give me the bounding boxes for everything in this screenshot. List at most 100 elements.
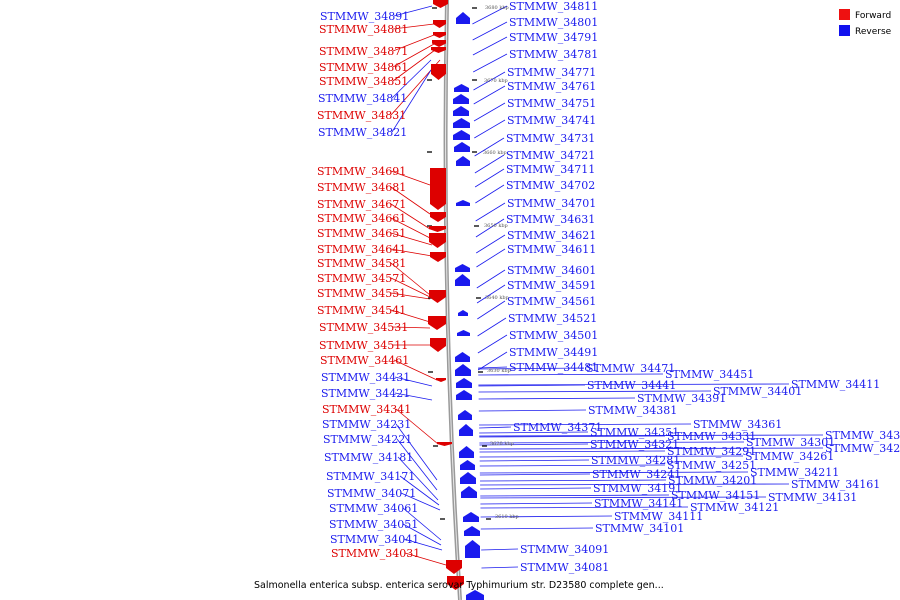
forward-gene: [447, 576, 464, 590]
leader-line: [395, 408, 439, 445]
reverse-label-stmmw-34721: STMMW_34721: [506, 149, 595, 162]
reverse-gene: [458, 310, 468, 316]
leader-line: [390, 232, 433, 246]
leader-line: [392, 326, 431, 329]
leader-line: [476, 234, 506, 254]
leader-line: [390, 309, 431, 323]
reverse-label-stmmw-34271: STMMW_34271: [825, 442, 900, 455]
forward-gene: [431, 47, 446, 53]
reverse-label-stmmw-34801: STMMW_34801: [509, 16, 598, 29]
leader-line: [479, 441, 745, 444]
reverse-gene: [457, 330, 470, 336]
reverse-gene: [465, 540, 480, 558]
reverse-gene: [453, 94, 469, 104]
reverse-label-stmmw-34071: STMMW_34071: [327, 487, 416, 500]
reverse-label-stmmw-34711: STMMW_34711: [506, 163, 595, 176]
forward-label-stmmw-34661: STMMW_34661: [317, 212, 406, 225]
reverse-label-stmmw-34141: STMMW_34141: [594, 497, 683, 510]
scale-label: 3660 kbp: [483, 150, 507, 156]
reverse-label-stmmw-34251: STMMW_34251: [667, 459, 756, 472]
reverse-label-stmmw-34351: STMMW_34351: [590, 426, 679, 439]
leader-line: [390, 217, 431, 239]
reverse-label-stmmw-34441: STMMW_34441: [587, 379, 676, 392]
reverse-label-stmmw-34161: STMMW_34161: [791, 478, 880, 491]
leader-line: [480, 479, 667, 482]
leader-line: [480, 494, 670, 497]
reverse-gene: [459, 424, 473, 436]
leader-line: [478, 383, 790, 386]
forward-gene: [429, 226, 446, 232]
forward-gene: [429, 233, 446, 248]
forward-gene: [428, 316, 446, 330]
reverse-label-stmmw-34381: STMMW_34381: [588, 404, 677, 417]
leader-line: [473, 53, 508, 73]
forward-gene: [446, 560, 462, 574]
genome-caption: Salmonella enterica subsp. enterica sero…: [254, 580, 664, 591]
leader-line: [392, 34, 435, 52]
leader-line: [472, 5, 508, 25]
forward-gene: [430, 338, 446, 352]
reverse-label-stmmw-34181: STMMW_34181: [324, 451, 413, 464]
forward-label-stmmw-34511: STMMW_34511: [319, 339, 408, 352]
leader-line: [390, 262, 431, 296]
reverse-label-stmmw-34561: STMMW_34561: [507, 295, 596, 308]
leader-line: [474, 168, 505, 188]
reverse-label-stmmw-34481: STMMW_34481: [509, 361, 598, 374]
reverse-gene: [456, 200, 470, 206]
reverse-label-stmmw-34131: STMMW_34131: [768, 491, 857, 504]
reverse-label-stmmw-34391: STMMW_34391: [637, 392, 726, 405]
forward-gene: [430, 168, 446, 210]
reverse-gene: [453, 130, 470, 140]
reverse-label-stmmw-34501: STMMW_34501: [509, 329, 598, 342]
reverse-gene: [455, 364, 471, 376]
leader-line: [480, 515, 613, 518]
reverse-label-stmmw-34421: STMMW_34421: [321, 387, 410, 400]
leader-line: [390, 170, 431, 186]
leader-line: [390, 186, 431, 215]
leader-line: [402, 523, 442, 546]
leader-line: [478, 390, 712, 393]
reverse-gene: [455, 274, 470, 286]
forward-label-stmmw-34831: STMMW_34831: [317, 109, 406, 122]
reverse-gene: [456, 156, 470, 166]
reverse-label-stmmw-34751: STMMW_34751: [507, 97, 596, 110]
reverse-label-stmmw-34811: STMMW_34811: [509, 0, 598, 13]
gene-labels: STMMW_34881STMMW_34871STMMW_34861STMMW_3…: [317, 0, 900, 574]
scale-label: 3610 kbp: [495, 514, 519, 520]
leader-line: [393, 359, 438, 381]
leader-line: [473, 85, 506, 105]
leader-line: [479, 423, 692, 426]
leader-line: [392, 43, 435, 68]
reverse-label-stmmw-34411: STMMW_34411: [791, 378, 880, 391]
reverse-label-stmmw-34081: STMMW_34081: [520, 561, 609, 574]
leader-line: [476, 284, 506, 304]
leader-line: [481, 566, 519, 569]
leader-line: [400, 492, 441, 511]
reverse-gene: [456, 390, 472, 400]
reverse-label-stmmw-34151: STMMW_34151: [671, 489, 760, 502]
leader-line: [477, 334, 508, 354]
leader-line: [479, 471, 749, 474]
leader-line: [394, 376, 433, 387]
reverse-label-stmmw-34471: STMMW_34471: [586, 362, 675, 375]
forward-gene: [437, 442, 452, 446]
leader-line: [478, 397, 636, 400]
reverse-label-stmmw-34401: STMMW_34401: [713, 385, 802, 398]
leader-line: [397, 456, 439, 501]
leader-line: [477, 300, 506, 320]
forward-gene: [430, 212, 446, 222]
reverse-gene: [466, 590, 484, 600]
reverse-label-stmmw-34431: STMMW_34431: [321, 371, 410, 384]
scale-label: 3670 kbp: [484, 78, 508, 84]
reverse-label-stmmw-34311: STMMW_34311: [825, 429, 900, 442]
reverse-label-stmmw-34191: STMMW_34191: [593, 482, 682, 495]
reverse-gene: [454, 142, 470, 152]
reverse-gene: [455, 352, 470, 362]
scale-label: 3630 kbp: [487, 368, 511, 374]
legend-forward-swatch: [839, 9, 850, 20]
reverse-label-stmmw-34211: STMMW_34211: [750, 466, 839, 479]
leader-line: [394, 392, 433, 401]
forward-label-stmmw-34691: STMMW_34691: [317, 165, 406, 178]
forward-label-stmmw-34581: STMMW_34581: [317, 257, 406, 270]
leader-line: [480, 487, 592, 490]
